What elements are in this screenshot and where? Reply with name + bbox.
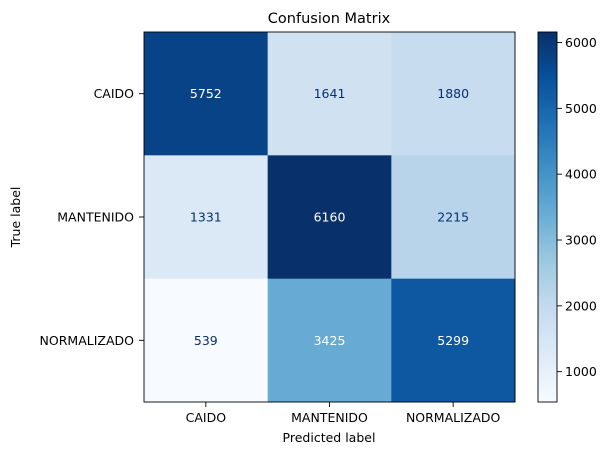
matrix-cell [144,278,269,403]
colorbar-tick-label: 4000 [565,167,597,182]
matrix-cell [391,278,516,403]
colorbar [537,31,558,403]
chart-title: Confusion Matrix [268,11,391,27]
colorbar-tick-label: 3000 [565,233,597,248]
x-axis-label: Predicted label [283,430,376,445]
matrix-cell [267,278,392,403]
x-tick-label: NORMALIZADO [406,410,501,425]
matrix-cell [391,155,516,280]
cell-value-label: 1331 [190,210,222,225]
matrix-cells: 5752 1641 1880 1331 6160 2215 539 3425 5299 [144,32,516,403]
colorbar-tick-label: 2000 [565,298,597,313]
matrix-cell [144,32,269,156]
colorbar-tick-label: 6000 [565,35,597,50]
y-tick-label: NORMALIZADO [40,333,135,348]
y-tick-label: CAIDO [94,86,135,101]
colorbar-ticks: 1000 2000 3000 4000 5000 6000 [557,35,597,379]
colorbar-tick-label: 1000 [565,364,597,379]
cell-value-label: 5299 [437,333,469,348]
x-axis-ticks: CAIDO MANTENIDO NORMALIZADO [186,402,501,425]
x-tick-label: MANTENIDO [291,410,368,425]
cell-value-label: 539 [194,333,218,348]
y-axis-ticks: CAIDO MANTENIDO NORMALIZADO [40,86,144,348]
x-tick-label: CAIDO [186,410,227,425]
cell-value-label: 5752 [190,86,222,101]
matrix-cell [144,155,269,280]
matrix-cell [391,32,516,156]
y-axis-label: True label [8,187,23,249]
cell-value-label: 3425 [314,333,346,348]
matrix-cell [267,32,392,156]
matrix-cell [267,155,392,280]
cell-value-label: 6160 [314,210,346,225]
colorbar-tick-label: 5000 [565,101,597,116]
y-tick-label: MANTENIDO [57,210,134,225]
cell-value-label: 2215 [437,210,469,225]
cell-value-label: 1880 [437,86,469,101]
cell-value-label: 1641 [314,86,346,101]
